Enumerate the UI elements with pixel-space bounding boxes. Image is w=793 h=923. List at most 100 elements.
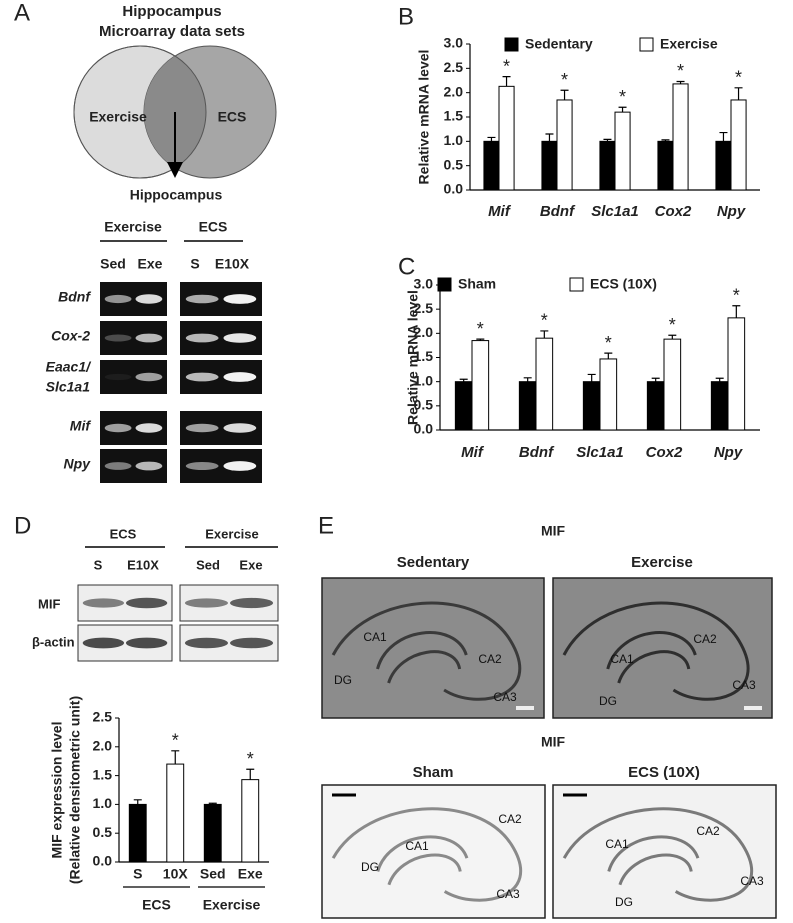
- error-bar: [668, 334, 677, 340]
- x-tick-label: Bdnf: [519, 444, 555, 461]
- lane-label: Sed: [196, 557, 220, 572]
- x-tick-label: S: [133, 866, 142, 882]
- x-tick-label: Npy: [714, 444, 743, 461]
- blot-band: [184, 637, 229, 649]
- cell-layer: [331, 601, 522, 701]
- cell-layer: [562, 601, 750, 701]
- gel-band: [104, 373, 132, 381]
- bar: [663, 338, 682, 431]
- bar: [599, 140, 616, 191]
- venn-title: Microarray data sets: [99, 23, 245, 40]
- significance-mark: *: [477, 319, 484, 339]
- region-label: CA3: [496, 887, 520, 901]
- y-axis-label: MIF expression level: [49, 722, 65, 859]
- bar: [727, 317, 746, 431]
- x-tick-label: Bdnf: [540, 203, 576, 220]
- group-label: ECS: [110, 526, 137, 541]
- y-tick-label: 2.0: [414, 324, 434, 340]
- gel-band: [185, 423, 219, 433]
- y-tick-label: 2.0: [444, 83, 464, 99]
- panel-label: A: [14, 0, 30, 26]
- gel-band: [185, 294, 219, 304]
- y-axis-label: Relative mRNA level: [416, 50, 432, 185]
- bar: [454, 381, 473, 431]
- y-tick-label: 2.5: [93, 709, 113, 725]
- cell-layer: [562, 807, 754, 902]
- gel-band: [135, 294, 163, 304]
- gene-label: Npy: [64, 456, 92, 472]
- image-title: Exercise: [631, 554, 693, 571]
- significance-mark: *: [541, 311, 548, 331]
- error-bar: [603, 138, 612, 142]
- bar: [710, 381, 729, 431]
- error-bar: [604, 352, 613, 359]
- error-bar: [523, 377, 532, 382]
- result-label: Hippocampus: [130, 187, 223, 203]
- y-tick-label: 1.5: [93, 766, 113, 782]
- group-label: Exercise: [203, 897, 261, 913]
- venn-label: ECS: [218, 109, 247, 125]
- bar: [646, 381, 665, 431]
- significance-mark: *: [677, 61, 684, 81]
- error-bar: [719, 131, 728, 142]
- group-label: ECS: [199, 219, 228, 235]
- bar: [166, 763, 185, 863]
- x-tick-label: Exe: [238, 866, 263, 882]
- gel-band: [223, 423, 257, 433]
- error-bar: [171, 750, 180, 765]
- gel-band: [135, 423, 163, 433]
- blot-images: [77, 584, 279, 662]
- region-label: CA3: [493, 690, 517, 704]
- error-bar: [560, 89, 569, 100]
- x-tick-label: 10X: [163, 866, 189, 882]
- error-bar: [732, 305, 741, 318]
- bar: [535, 337, 554, 431]
- bar: [471, 340, 490, 431]
- legend-swatch: [437, 277, 452, 292]
- error-bar: [676, 80, 685, 84]
- legend-label: ECS (10X): [590, 276, 657, 292]
- gel-band: [223, 372, 257, 382]
- bar: [556, 99, 573, 191]
- region-label: CA1: [610, 652, 634, 666]
- error-bar: [661, 139, 670, 142]
- significance-mark: *: [561, 70, 568, 90]
- gel-band: [104, 423, 132, 433]
- bar: [672, 83, 689, 191]
- venn-title: Hippocampus: [122, 3, 221, 20]
- histology-image: [321, 784, 546, 919]
- blot-band: [229, 597, 274, 609]
- error-bar: [133, 799, 142, 805]
- x-tick-label: Sed: [200, 866, 226, 882]
- error-bar: [715, 377, 724, 382]
- lane-label: Sed: [100, 256, 126, 272]
- y-tick-label: 3.0: [414, 276, 434, 292]
- gel-band: [223, 461, 257, 471]
- x-tick-label: Npy: [717, 203, 746, 220]
- bar: [241, 779, 260, 863]
- x-tick-label: Cox2: [655, 203, 692, 220]
- gel-band: [104, 462, 132, 470]
- y-tick-label: 0.0: [414, 421, 434, 437]
- gel-band: [223, 294, 257, 304]
- region-label: DG: [599, 694, 617, 708]
- bar: [541, 140, 558, 191]
- error-bar: [587, 373, 596, 382]
- gel-band: [104, 334, 132, 342]
- region-label: DG: [615, 895, 633, 909]
- region-label: CA1: [405, 839, 429, 853]
- gel-band: [223, 333, 257, 343]
- error-bar: [459, 378, 468, 382]
- region-label: CA1: [605, 837, 629, 851]
- gel-images: [100, 282, 262, 483]
- y-tick-label: 1.0: [93, 795, 113, 811]
- histology-image: [552, 784, 777, 919]
- bar: [203, 803, 222, 863]
- region-label: CA3: [732, 678, 756, 692]
- venn-outline: [73, 45, 207, 179]
- dentate-gyrus: [376, 631, 468, 684]
- group-label: Exercise: [205, 526, 259, 541]
- panel-label: E: [318, 512, 334, 539]
- protein-label: MIF: [38, 596, 60, 611]
- y-tick-label: 2.5: [414, 300, 434, 316]
